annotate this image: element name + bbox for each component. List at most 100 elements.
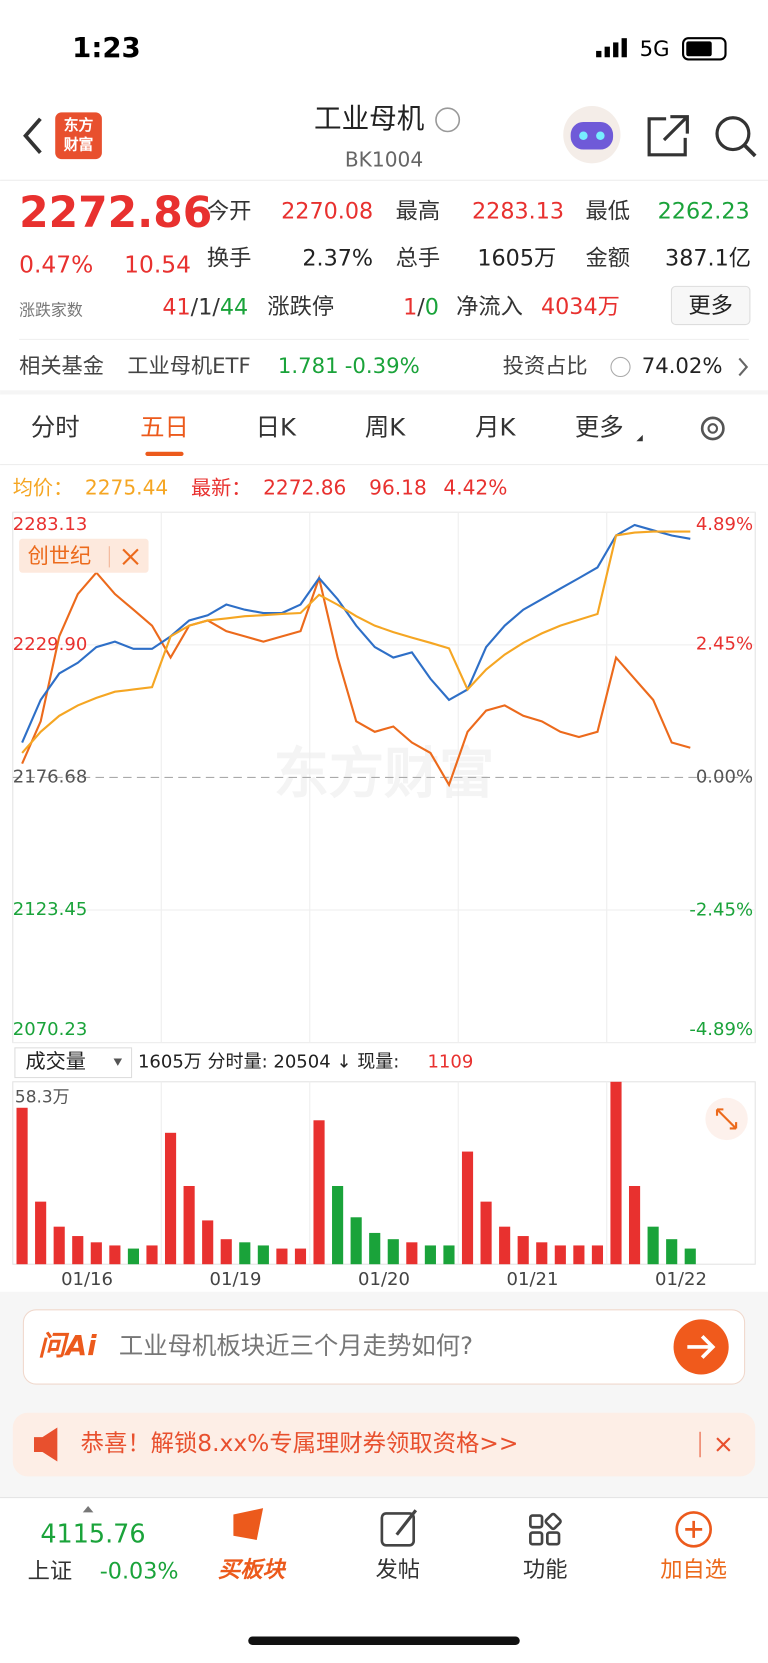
tab[interactable]: 日K [256, 412, 297, 441]
volume-dropdown[interactable] [14, 1047, 133, 1079]
volume-bar [16, 1107, 28, 1265]
change-pct: 0.47% [19, 251, 93, 279]
tab[interactable]: 五日 [140, 412, 189, 441]
field-label: 最低 [586, 199, 631, 225]
settings-button[interactable] [700, 416, 725, 441]
field-label: 金额 [586, 245, 631, 271]
nav-item[interactable]: 买板块 [218, 1557, 287, 1583]
volume-chart: 01/16 01/19 01/20 01/21 01/22 [12, 1081, 756, 1290]
share-button[interactable] [647, 115, 689, 157]
avg-value: 2275.44 [85, 475, 168, 499]
separator: / [417, 294, 425, 320]
volume-bar [424, 1245, 436, 1265]
volume-bar [350, 1217, 362, 1265]
limit-label: 涨跌停 [267, 294, 334, 320]
ai-box[interactable] [22, 1309, 746, 1385]
limit: 1/0 [403, 294, 439, 320]
y2-tick-label: -4.89% [689, 1019, 753, 1040]
megaphone-icon [34, 1427, 58, 1462]
send-arrow [687, 1335, 716, 1359]
compare-close[interactable] [122, 548, 139, 565]
index-handle [82, 1506, 94, 1513]
home-indicator [248, 1636, 520, 1645]
volume-summary: 1605万 分时量: 20504 ↓ 现量: [138, 1052, 399, 1073]
expand-icon [715, 1108, 738, 1130]
chevron [738, 357, 749, 377]
volume-bar [517, 1236, 529, 1265]
tabs: 分时 五日 日K 周K 月K 更多 [31, 412, 643, 457]
volume-current: 1109 [427, 1052, 473, 1073]
volume-max: 58.3万 [15, 1087, 70, 1107]
banner[interactable] [12, 1412, 756, 1477]
post-icon [380, 1512, 416, 1547]
y2-tick-label: 4.89% [696, 514, 753, 535]
y-tick-label: 2123.45 [13, 899, 88, 920]
volume-bar [72, 1236, 84, 1265]
separator: / [212, 294, 220, 320]
breadth-label: 涨跌家数 [19, 300, 83, 319]
nav-item[interactable]: 加自选 [660, 1557, 727, 1583]
add-icon [675, 1511, 712, 1548]
battery-level [686, 41, 712, 57]
status-time: 1:23 [72, 31, 141, 64]
help-icon[interactable] [610, 356, 631, 378]
plus [685, 1520, 703, 1538]
fund-label: 相关基金 [19, 354, 104, 379]
separator: / [191, 294, 199, 320]
search-handle [743, 143, 757, 158]
page-title: 工业母机 [314, 102, 424, 135]
field-value: 387.1亿 [665, 245, 751, 271]
logo-text: 财富 [64, 135, 94, 153]
last-change: 96.18 [369, 475, 427, 499]
field-label: 总手 [396, 245, 441, 271]
series-line [21, 530, 691, 754]
tab[interactable]: 更多 [575, 412, 624, 441]
more-label: 更多 [688, 293, 733, 319]
search-button[interactable] [715, 116, 751, 152]
volume-bar [480, 1201, 492, 1265]
field-value: 2262.23 [658, 199, 750, 225]
compare-badge[interactable] [19, 538, 149, 573]
assistant-face [570, 121, 614, 150]
settings-hub [707, 423, 719, 434]
more-button[interactable] [670, 285, 751, 326]
field-value: 2270.08 [281, 199, 373, 225]
fund-change: -0.39% [345, 354, 420, 379]
battery [682, 37, 727, 61]
volume-bar [257, 1245, 269, 1265]
tab[interactable]: 周K [365, 412, 406, 441]
volume-label: 成交量 [26, 1049, 86, 1073]
volume-bar [109, 1245, 121, 1265]
volume-bar [647, 1226, 659, 1265]
volume-bar [666, 1239, 678, 1265]
volume-bar [387, 1239, 399, 1265]
avg-label: 均价： [13, 475, 73, 499]
ratio-label: 投资占比 [503, 354, 588, 379]
x-tick-label: 01/16 [61, 1269, 113, 1290]
x-tick-label: 01/19 [210, 1269, 262, 1290]
index-value[interactable]: 4115.76 [40, 1520, 145, 1550]
function-icon [529, 1512, 562, 1546]
volume-bar [294, 1248, 307, 1265]
flow: 4034万 [541, 294, 620, 320]
info-icon[interactable] [435, 107, 461, 133]
volume-bar [276, 1248, 288, 1265]
watermark: 东方财富 [274, 743, 495, 807]
back-button[interactable] [23, 117, 42, 154]
x-tick-label: 01/22 [655, 1269, 707, 1290]
banner-close[interactable] [716, 1437, 731, 1452]
tab[interactable]: 分时 [31, 412, 80, 441]
nav-item[interactable]: 功能 [523, 1557, 568, 1583]
compare-name: 创世纪 [28, 544, 92, 569]
y2-tick-label: 2.45% [696, 634, 753, 655]
y-tick-label: 2176.68 [13, 766, 88, 787]
nav-item[interactable]: 发帖 [376, 1557, 421, 1583]
index-name: 上证 [28, 1558, 73, 1584]
limit-up: 1 [403, 294, 417, 320]
tab[interactable]: 月K [475, 412, 516, 441]
bottom-nav: 买板块 发帖 功能 加自选 [218, 1557, 727, 1583]
volume-bar [628, 1185, 641, 1265]
volume-bar [554, 1245, 566, 1265]
x-tick-label: 01/21 [507, 1269, 559, 1290]
y2-tick-label: 0.00% [696, 766, 753, 787]
